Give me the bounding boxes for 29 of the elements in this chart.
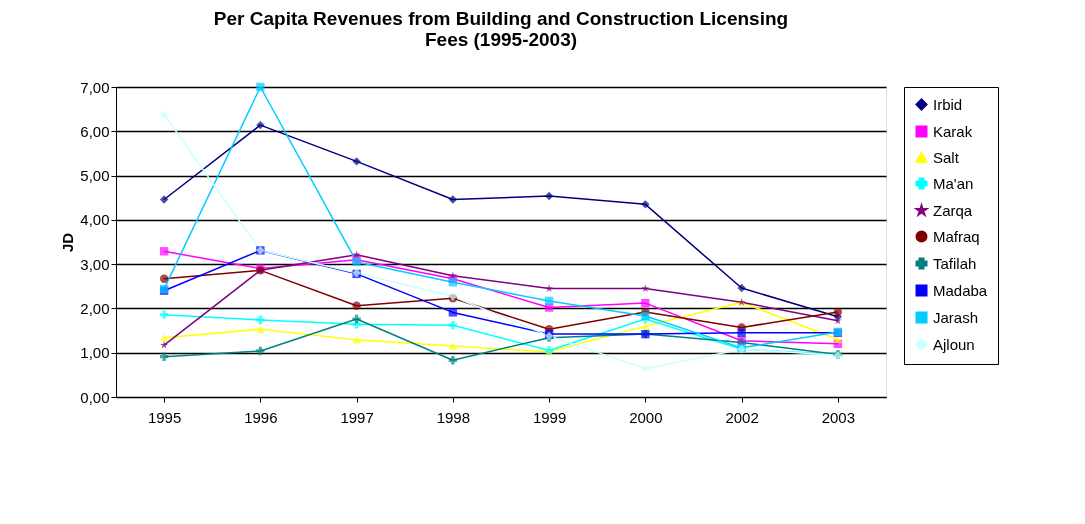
y-tick-label: 3,00 bbox=[80, 255, 110, 273]
legend-label: Tafilah bbox=[933, 254, 977, 272]
legend-label: Madaba bbox=[933, 281, 988, 299]
y-tick-label: 7,00 bbox=[80, 78, 110, 96]
legend-label: Irbid bbox=[933, 95, 963, 113]
y-tick-label: 6,00 bbox=[80, 122, 110, 140]
legend-label: Jarash bbox=[933, 308, 979, 326]
text: Fees (1995-2003) bbox=[424, 29, 578, 50]
x-tick-label: 2000 bbox=[629, 408, 663, 426]
x-tick-label: 2002 bbox=[725, 408, 759, 426]
x-tick-label: 2003 bbox=[821, 408, 856, 426]
text: Per Capita Revenues from Building and Construction Licensing bbox=[213, 8, 789, 29]
legend-label: Karak bbox=[933, 122, 973, 140]
legend-label: Ajloun bbox=[933, 335, 975, 353]
x-tick-label: 1999 bbox=[532, 408, 567, 426]
legend-label: Zarqa bbox=[933, 201, 973, 219]
y-tick-label: 4,00 bbox=[80, 211, 110, 229]
y-tick-label: 5,00 bbox=[80, 167, 110, 185]
x-tick-label: 1998 bbox=[436, 408, 471, 426]
x-tick-label: 1997 bbox=[340, 408, 374, 426]
legend-label: Ma'an bbox=[933, 174, 974, 192]
y-tick-label: 1,00 bbox=[80, 344, 110, 362]
y-tick-label: 2,00 bbox=[80, 299, 110, 317]
x-tick-label: 1996 bbox=[244, 408, 278, 426]
legend-label: Salt bbox=[933, 148, 960, 166]
legend-label: Mafraq bbox=[933, 227, 980, 245]
y-axis-title: JD bbox=[59, 232, 77, 253]
x-tick-label: 1995 bbox=[147, 408, 182, 426]
y-tick-label: 0,00 bbox=[80, 388, 110, 406]
